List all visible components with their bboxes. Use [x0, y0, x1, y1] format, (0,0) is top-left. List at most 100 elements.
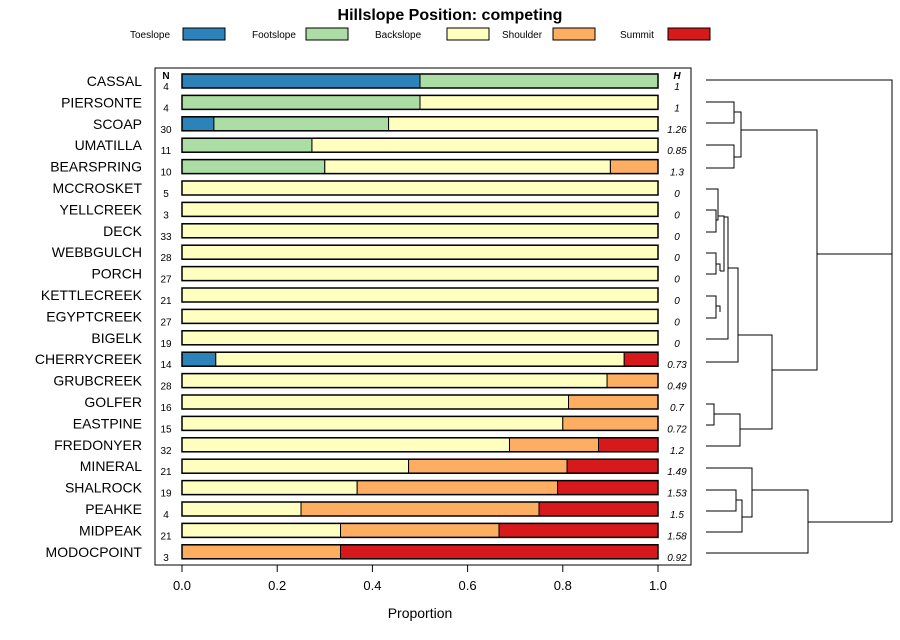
category-label: GOLFER [84, 394, 142, 410]
bar-outline [181, 158, 659, 175]
category-label: FREDONYER [54, 437, 142, 453]
bar-row: EASTPINE 15 0.72 [73, 415, 687, 435]
h-value: 0.72 [667, 424, 687, 435]
legend-label: Backslope [375, 30, 422, 41]
bar-row: EGYPTCREEK 27 0 [46, 308, 680, 328]
bar-segment [498, 522, 659, 538]
h-value: 0.73 [667, 360, 687, 371]
bar-row: DECK 33 0 [103, 223, 680, 243]
category-label: GRUBCREEK [53, 373, 142, 389]
bar-outline [181, 287, 659, 303]
bar-row: PEAHKE 4 1.5 [85, 501, 684, 521]
x-axis-label: Proportion [388, 605, 453, 621]
bar-row: CHERRYCREEK 14 0.73 [35, 351, 687, 371]
n-value: 15 [160, 424, 172, 435]
bar-segment [181, 415, 564, 431]
bar-segment [181, 437, 510, 453]
h-value: 0 [674, 189, 680, 200]
h-value: 0 [674, 210, 680, 221]
category-label: MODOCPOINT [46, 544, 143, 560]
bar-row: GOLFER 16 0.7 [84, 394, 684, 414]
legend-swatch [182, 27, 226, 41]
category-label: CHERRYCREEK [35, 351, 143, 367]
bar-segment [181, 458, 410, 474]
bar-outline [181, 458, 659, 474]
bar-outline [181, 437, 659, 453]
h-value: 0.92 [667, 553, 687, 564]
bar-row: YELLCREEK 3 0 [60, 201, 681, 221]
legend: Toeslope Footslope Backslope Shoulder Summit [130, 27, 711, 41]
category-label: EASTPINE [73, 415, 142, 431]
x-tick-label: 0.0 [173, 578, 191, 593]
n-value: 28 [160, 253, 172, 264]
n-value: 4 [163, 510, 169, 521]
bar-row: CASSAL 4 1 [87, 73, 680, 93]
bar-segment [609, 159, 659, 175]
bar-segment [181, 73, 421, 89]
category-label: DECK [103, 223, 143, 239]
n-value: 21 [160, 296, 172, 307]
bar-row: MODOCPOINT 3 0.92 [46, 544, 688, 564]
category-label: PIERSONTE [61, 94, 142, 110]
bar-segment [213, 116, 390, 132]
bar-row: WEBBGULCH 28 0 [52, 244, 680, 264]
category-label: UMATILLA [75, 137, 143, 153]
legend-swatch [667, 27, 711, 41]
bar-segment [181, 544, 342, 560]
n-value: 5 [163, 189, 169, 200]
bar-outline [181, 244, 659, 260]
n-value: 33 [160, 232, 172, 243]
bar-segment [181, 94, 421, 110]
bar-segment [181, 266, 659, 282]
h-value: 1.2 [670, 446, 684, 457]
n-value: 3 [163, 553, 169, 564]
n-value: 30 [160, 125, 172, 136]
n-value: 19 [160, 489, 172, 500]
bar-outline [181, 137, 659, 153]
bar-row: PIERSONTE 4 1 [61, 94, 680, 114]
category-label: KETTLECREEK [41, 287, 143, 303]
h-value: 1.49 [667, 467, 687, 478]
bar-segment [388, 116, 659, 132]
bar-segment [324, 159, 611, 175]
h-value: 0 [674, 296, 680, 307]
n-value: 3 [163, 210, 169, 221]
h-value: 1 [674, 82, 680, 93]
category-label: BIGELK [91, 330, 142, 346]
bar-row: MINERAL 21 1.49 [80, 458, 687, 478]
x-tick-label: 0.4 [363, 578, 381, 593]
bar-outline [181, 394, 659, 410]
plot-frame [154, 67, 692, 566]
h-value: 0 [674, 275, 680, 286]
bar-segment [419, 94, 659, 110]
category-label: WEBBGULCH [52, 244, 142, 260]
n-value: 16 [160, 403, 172, 414]
bar-segment [623, 351, 659, 367]
n-value: 32 [160, 446, 172, 457]
n-value: 14 [160, 360, 172, 371]
bar-row: PORCH 27 0 [91, 266, 680, 286]
bar-outline [181, 522, 659, 539]
bar-segment [562, 415, 659, 431]
bar-row: SHALROCK 19 1.53 [65, 480, 687, 500]
h-value: 1 [674, 103, 680, 114]
bar-outline [181, 223, 659, 239]
legend-swatch [305, 27, 349, 41]
n-value: 21 [160, 467, 172, 478]
category-label: BEARSPRING [50, 159, 142, 175]
bar-segment [215, 351, 625, 367]
category-label: PORCH [91, 266, 142, 282]
h-value: 0 [674, 339, 680, 350]
bar-segment [181, 373, 608, 389]
bar-segment [181, 308, 659, 324]
h-value: 0 [674, 253, 680, 264]
n-value: 27 [160, 275, 172, 286]
bar-segment [300, 501, 540, 517]
h-value: 1.26 [667, 125, 687, 136]
bar-segment [566, 458, 659, 474]
n-value: 11 [161, 146, 172, 157]
category-label: YELLCREEK [60, 201, 143, 217]
category-label: SCOAP [93, 116, 142, 132]
legend-swatch [446, 27, 490, 41]
